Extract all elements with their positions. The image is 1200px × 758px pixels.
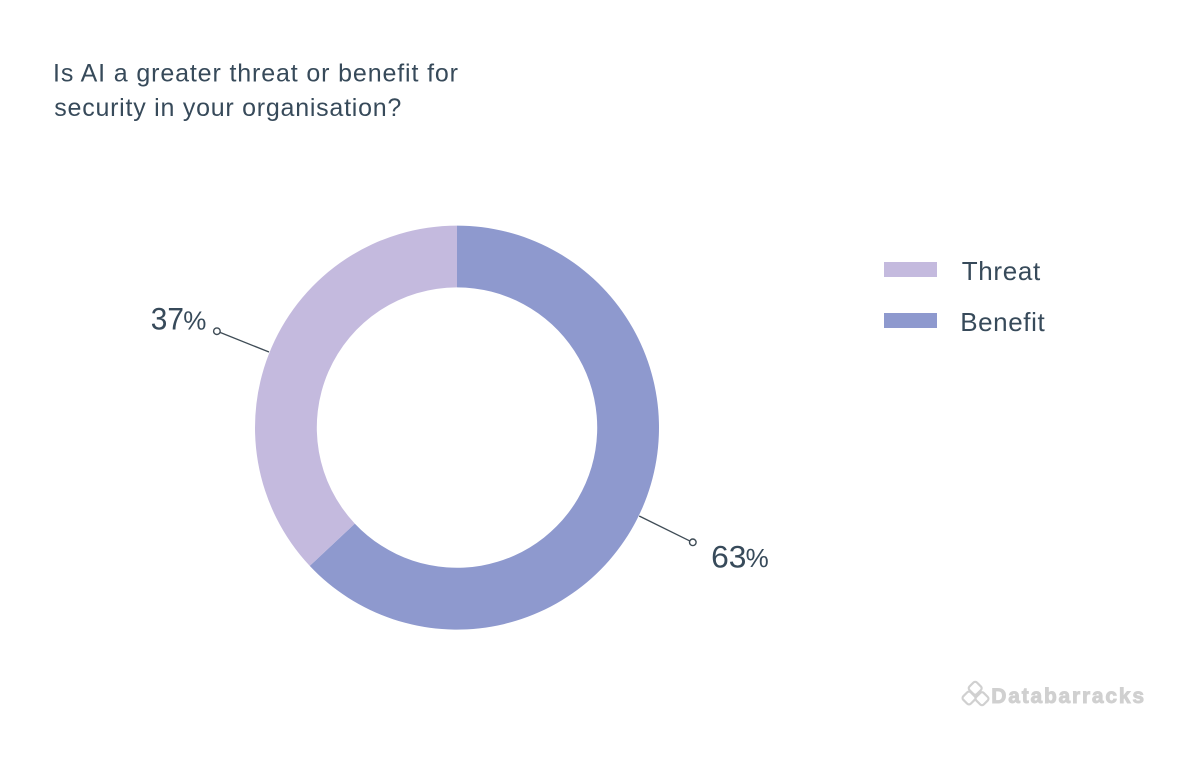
svg-text:security in your organisation?: security in your organisation? bbox=[54, 94, 401, 122]
svg-text:Threat: Threat bbox=[962, 256, 1041, 286]
svg-text:37: 37 bbox=[151, 302, 184, 337]
svg-text:%: % bbox=[183, 306, 206, 336]
svg-text:Databarracks: Databarracks bbox=[991, 685, 1144, 708]
svg-text:63: 63 bbox=[711, 539, 746, 574]
svg-text:Is AI a greater threat or bene: Is AI a greater threat or benefit for bbox=[53, 60, 458, 88]
svg-text:Benefit: Benefit bbox=[960, 307, 1045, 337]
svg-text:%: % bbox=[746, 543, 769, 573]
